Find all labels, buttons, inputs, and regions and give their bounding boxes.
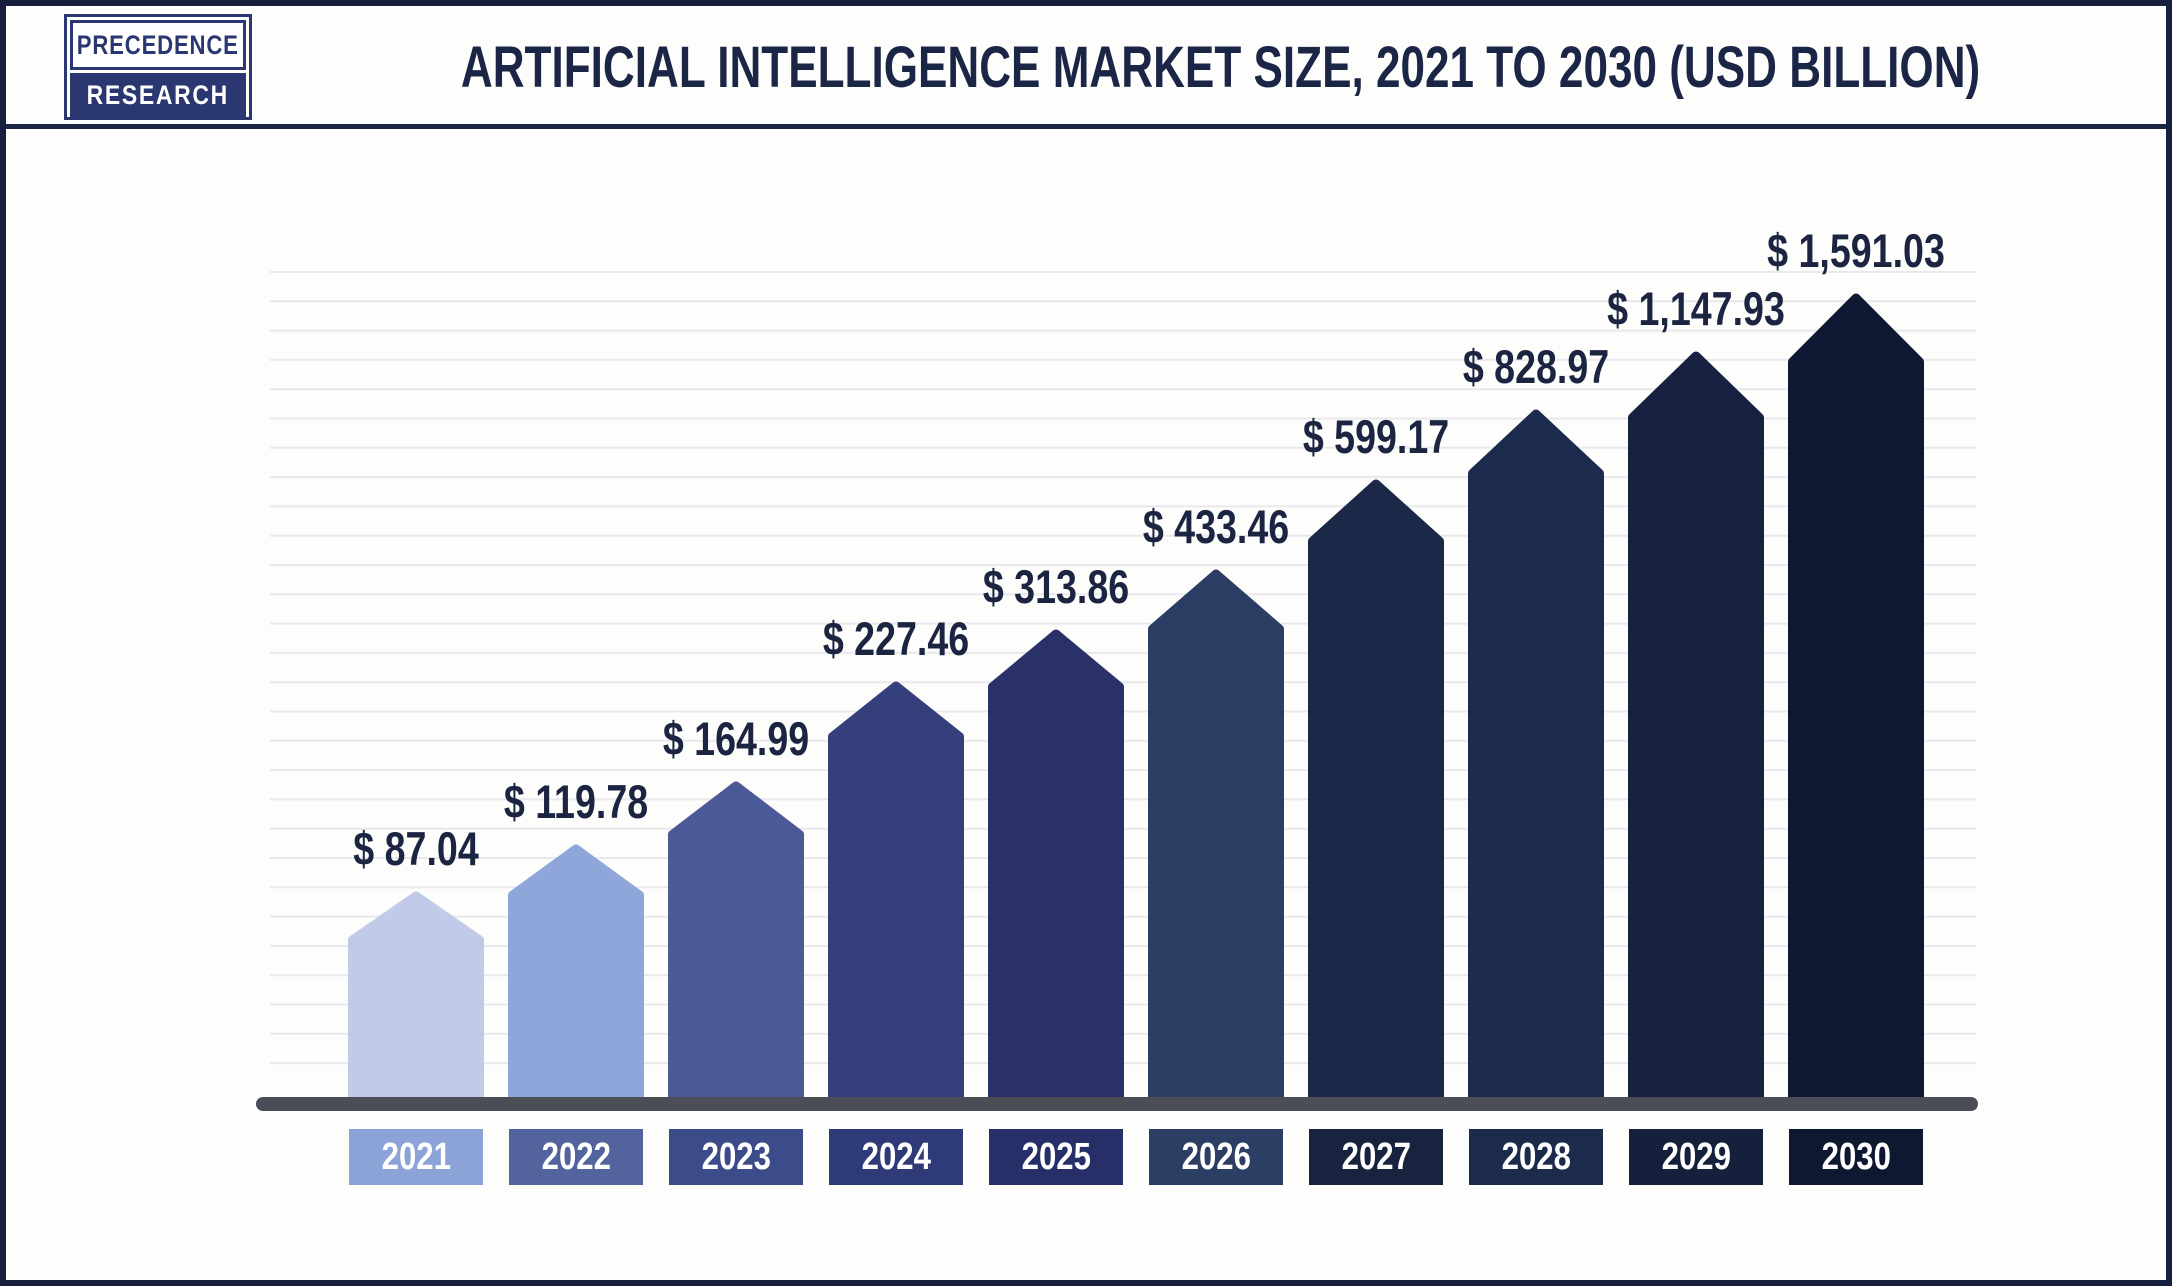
x-tick-2030: 2030 — [1789, 1129, 1923, 1185]
x-tick-2023: 2023 — [669, 1129, 803, 1185]
bar-2027 — [1308, 479, 1444, 1103]
logo-top-row: PRECEDENCE — [70, 20, 246, 70]
value-label-2023: $ 164.99 — [662, 712, 810, 765]
value-label-2021: $ 87.04 — [353, 822, 479, 875]
header-divider — [6, 124, 2166, 129]
x-tick-label: 2028 — [1501, 1135, 1571, 1178]
x-tick-2024: 2024 — [829, 1129, 963, 1185]
x-tick-label: 2021 — [381, 1135, 451, 1178]
logo-line1: PRECEDENCE — [77, 29, 240, 60]
x-tick-2022: 2022 — [509, 1129, 643, 1185]
x-tick-label: 2025 — [1021, 1135, 1091, 1178]
bar-2023 — [668, 781, 804, 1103]
x-tick-2026: 2026 — [1149, 1129, 1283, 1185]
x-tick-label: 2030 — [1821, 1135, 1891, 1178]
x-tick-2027: 2027 — [1309, 1129, 1443, 1185]
value-label-2024: $ 227.46 — [822, 612, 970, 665]
precedence-research-logo: PRECEDENCE RESEARCH — [64, 14, 252, 120]
x-tick-label: 2022 — [541, 1135, 611, 1178]
value-label-2025: $ 313.86 — [982, 560, 1130, 613]
value-label-2027: $ 599.17 — [1302, 410, 1450, 463]
value-label-2030: $ 1,591.03 — [1767, 224, 1945, 277]
x-tick-2029: 2029 — [1629, 1129, 1763, 1185]
value-label-2022: $ 119.78 — [503, 775, 649, 828]
x-tick-label: 2027 — [1341, 1135, 1411, 1178]
x-tick-label: 2029 — [1661, 1135, 1731, 1178]
x-tick-label: 2026 — [1181, 1135, 1251, 1178]
bar-2021 — [348, 891, 484, 1103]
bar-2025 — [988, 629, 1124, 1103]
chart-title: ARTIFICIAL INTELLIGENCE MARKET SIZE, 202… — [461, 34, 1981, 100]
logo-line2: RESEARCH — [86, 79, 230, 110]
axis-baseline — [256, 1097, 1978, 1111]
value-label-2028: $ 828.97 — [1462, 340, 1610, 393]
x-tick-2021: 2021 — [349, 1129, 483, 1185]
bar-2030 — [1788, 293, 1924, 1103]
x-tick-label: 2024 — [861, 1135, 931, 1178]
value-label-2029: $ 1,147.93 — [1607, 282, 1785, 335]
logo-bottom-row: RESEARCH — [70, 73, 246, 117]
value-label-2026: $ 433.46 — [1142, 500, 1290, 553]
bar-chart-plot — [256, 271, 1978, 1111]
x-tick-2028: 2028 — [1469, 1129, 1603, 1185]
x-axis-line — [256, 1097, 1978, 1111]
bar-2029 — [1628, 351, 1764, 1103]
x-tick-label: 2023 — [701, 1135, 771, 1178]
bar-2028 — [1468, 409, 1604, 1103]
x-tick-2025: 2025 — [989, 1129, 1123, 1185]
bar-2022 — [508, 844, 644, 1103]
bar-2026 — [1148, 569, 1284, 1103]
